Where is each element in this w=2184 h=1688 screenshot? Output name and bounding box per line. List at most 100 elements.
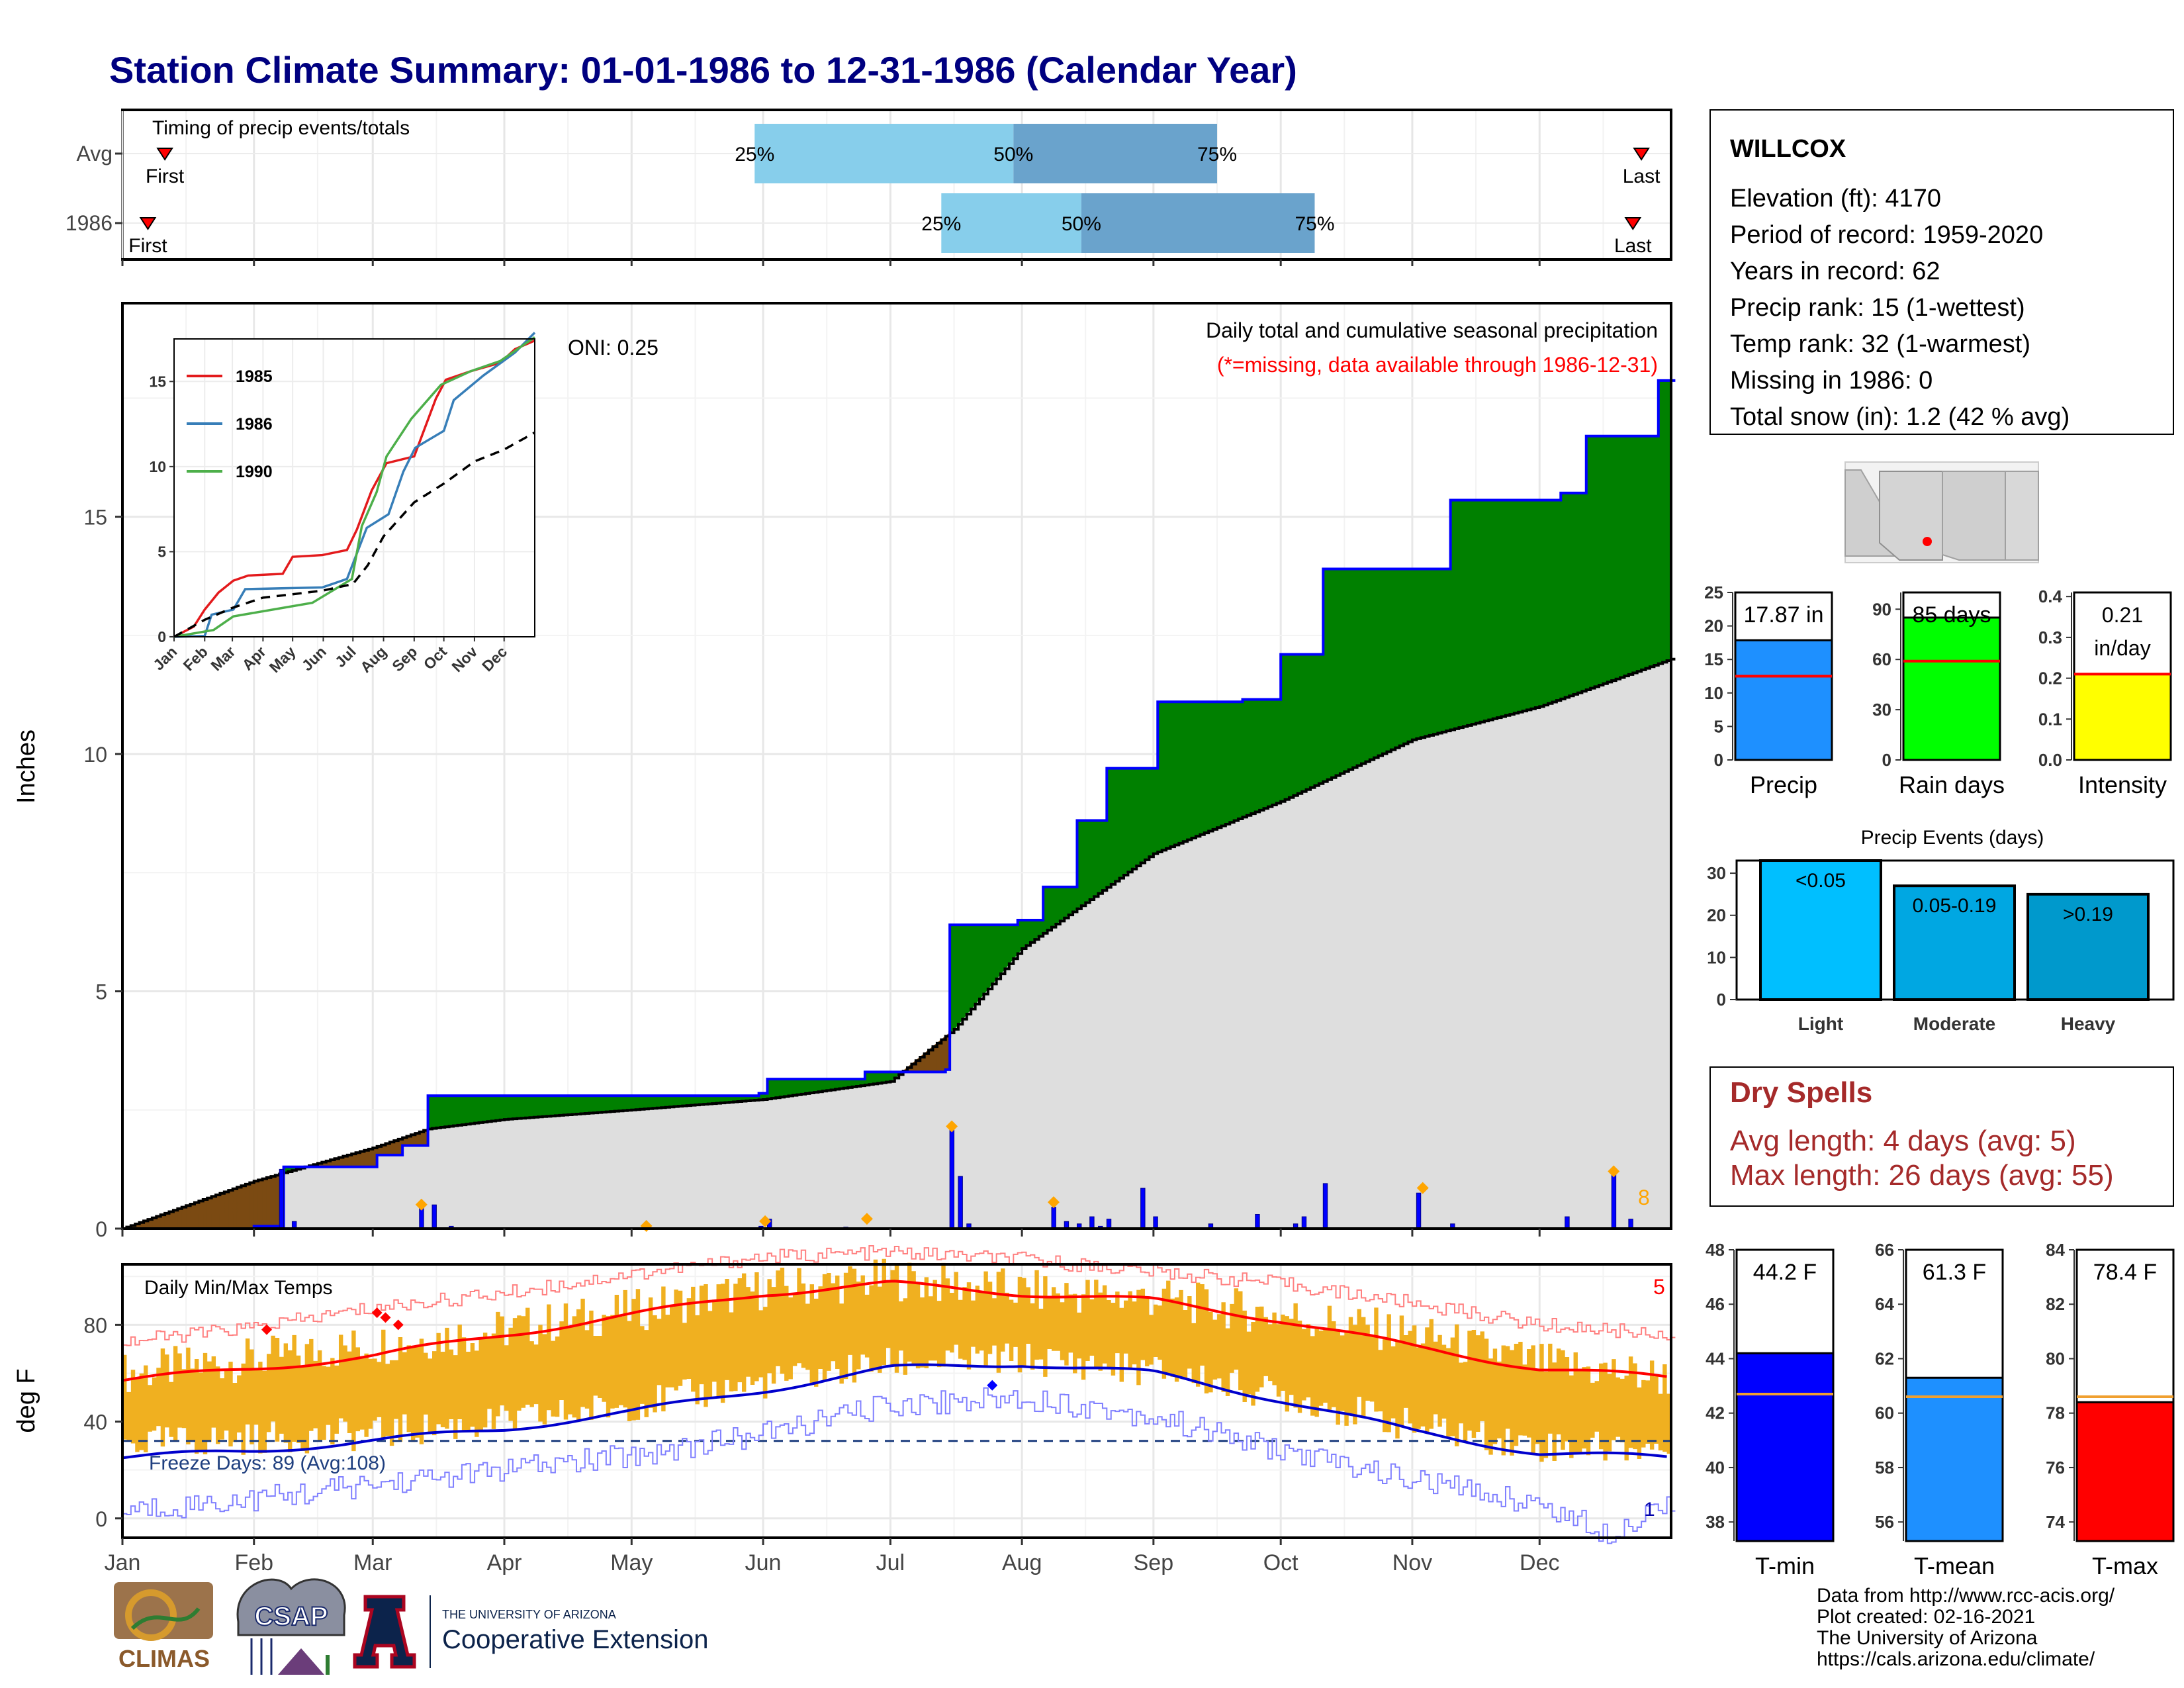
summary-bar-value: 85 days bbox=[1912, 602, 1991, 628]
summary-bar-tick-label: 0.0 bbox=[2038, 750, 2062, 770]
daily-record-marker bbox=[1416, 1182, 1429, 1194]
month-label: Feb bbox=[234, 1550, 273, 1575]
inset-y-tick-label: 5 bbox=[158, 543, 166, 560]
quartile-label-75: 75% bbox=[1197, 144, 1237, 165]
summary-bar-tick-label: 66 bbox=[1875, 1240, 1894, 1260]
summary-bar-tick-label: 25 bbox=[1704, 583, 1723, 602]
month-label: Jul bbox=[876, 1550, 905, 1575]
summary-bar-intensity bbox=[2073, 673, 2172, 761]
station-info-box: WILLCOX Elevation (ft): 4170 Period of r… bbox=[1709, 109, 2174, 435]
quartile-bar-25-50 bbox=[754, 124, 1014, 183]
precip-y-tick-label: 15 bbox=[83, 506, 107, 530]
summary-bar-tick-label: 0 bbox=[1714, 750, 1723, 770]
daily-precip-bar bbox=[1301, 1216, 1307, 1229]
record-high-marker bbox=[392, 1319, 404, 1331]
inset-average-line bbox=[173, 431, 535, 638]
summary-bar-tick-label: 0 bbox=[1882, 750, 1891, 770]
summary-bar-tick-label: 60 bbox=[1875, 1403, 1894, 1423]
precip-panel-title: Daily total and cumulative seasonal prec… bbox=[1206, 318, 1658, 342]
month-label: Mar bbox=[353, 1550, 392, 1575]
cumulative-1986-line bbox=[122, 379, 1676, 1230]
summary-bar-tick-label: 48 bbox=[1706, 1240, 1725, 1260]
timing-row-label: 1986 bbox=[66, 211, 113, 235]
credit-institution: The University of Arizona bbox=[1817, 1627, 2038, 1649]
inset-legend-label: 1990 bbox=[236, 463, 273, 481]
summary-bar-tick-label: 0.4 bbox=[2038, 586, 2063, 606]
summary-bar-tick-label: 0.2 bbox=[2038, 669, 2062, 688]
summary-bar-rain-days bbox=[1902, 616, 2001, 761]
precip-events-title: Precip Events (days) bbox=[1861, 827, 2044, 849]
station-name: WILLCOX bbox=[1730, 135, 1846, 163]
summary-bar-tick-label: 84 bbox=[2046, 1240, 2065, 1260]
events-category-label: Heavy bbox=[2061, 1013, 2116, 1034]
month-label: Apr bbox=[487, 1550, 522, 1575]
quartile-label-75: 75% bbox=[1295, 213, 1334, 235]
summary-bar-category: Intensity bbox=[2078, 771, 2167, 798]
summary-bar-tick-label: 0.3 bbox=[2038, 628, 2062, 647]
temps-y-tick-label: 0 bbox=[95, 1507, 107, 1531]
inset-y-tick-label: 0 bbox=[158, 628, 166, 645]
quartile-bar-25-50 bbox=[941, 193, 1081, 253]
summary-bar-tick-label: 56 bbox=[1875, 1512, 1894, 1532]
summary-bar-value: 44.2 F bbox=[1753, 1260, 1817, 1285]
daily-precip-bar bbox=[1153, 1216, 1158, 1229]
summary-bar-tick-label: 64 bbox=[1875, 1294, 1894, 1314]
daily-precip-bar bbox=[1322, 1183, 1328, 1229]
events-bar-moderate bbox=[1893, 884, 2016, 1001]
record-high-marker bbox=[261, 1324, 272, 1335]
first-event-marker bbox=[156, 148, 173, 161]
summary-bar-tick-label: 62 bbox=[1875, 1348, 1894, 1368]
daily-precip-bar bbox=[1416, 1192, 1422, 1229]
dry-spells-box: Dry Spells Avg length: 4 days (avg: 5) M… bbox=[1709, 1066, 2174, 1207]
daily-precip-bar bbox=[432, 1204, 437, 1229]
quartile-label-25: 25% bbox=[735, 144, 774, 165]
temps-y-axis-label: deg F bbox=[13, 1368, 40, 1432]
record-low-line bbox=[122, 1387, 1676, 1544]
dry-spells-max: Max length: 26 days (avg: 55) bbox=[1730, 1159, 2114, 1192]
daily-precip-bar bbox=[1628, 1219, 1633, 1229]
events-category-label: Light bbox=[1798, 1013, 1843, 1034]
quartile-bar-50-75 bbox=[1081, 193, 1315, 253]
daily-record-marker bbox=[1608, 1165, 1620, 1178]
temps-panel-title: Daily Min/Max Temps bbox=[144, 1277, 333, 1299]
summary-bar-t-min bbox=[1735, 1352, 1835, 1542]
summary-bar-tick-label: 42 bbox=[1706, 1403, 1725, 1423]
average-cumulative-line bbox=[122, 657, 1676, 1230]
month-label: Oct bbox=[1263, 1550, 1298, 1575]
daily-precip-bar bbox=[1051, 1207, 1056, 1229]
daily-record-marker bbox=[759, 1215, 772, 1227]
summary-bar-tick-label: 58 bbox=[1875, 1458, 1894, 1477]
events-category-label: Moderate bbox=[1913, 1013, 1995, 1034]
summary-bar-tick-label: 38 bbox=[1706, 1512, 1725, 1532]
station-elevation: Elevation (ft): 4170 bbox=[1730, 185, 1941, 212]
summary-bar-tick-label: 60 bbox=[1872, 649, 1891, 669]
precip-summary-bars: 0 5 10 15 20 25 17.87 in Precip 0 30 60 90 85 days Ra… bbox=[1704, 583, 2172, 798]
daily-record-marker bbox=[946, 1120, 958, 1133]
summary-bar-category: Rain days bbox=[1899, 771, 2005, 798]
month-label: Nov bbox=[1392, 1550, 1432, 1575]
page-title: Station Climate Summary: 01-01-1986 to 1… bbox=[109, 49, 1297, 91]
temps-y-tick-label: 80 bbox=[83, 1313, 107, 1337]
summary-bar-category: T-min bbox=[1755, 1552, 1815, 1579]
summary-bar-value-unit: in/day bbox=[2094, 636, 2150, 660]
summary-bar-tick-label: 78 bbox=[2046, 1403, 2065, 1423]
summary-bar-tick-label: 5 bbox=[1714, 716, 1723, 736]
station-missing: Missing in 1986: 0 bbox=[1730, 367, 1933, 395]
normal-high-line bbox=[122, 1280, 1667, 1382]
month-label: Dec bbox=[1520, 1550, 1559, 1575]
daily-precip-bar bbox=[958, 1176, 963, 1229]
extreme-count-label: 8 bbox=[1638, 1186, 1650, 1209]
summary-bar-tick-label: 44 bbox=[1706, 1348, 1725, 1368]
events-y-tick-label: 0 bbox=[1717, 990, 1726, 1009]
events-bar-label: <0.05 bbox=[1796, 870, 1846, 892]
daily-precip-bar bbox=[1106, 1219, 1112, 1229]
precip-y-axis-label: Inches bbox=[13, 729, 40, 804]
freeze-days-label: Freeze Days: 89 (Avg:108) bbox=[149, 1452, 386, 1474]
normal-low-line bbox=[122, 1363, 1667, 1460]
dry-spells-avg: Avg length: 4 days (avg: 5) bbox=[1730, 1125, 2076, 1157]
summary-bar-t-mean bbox=[1905, 1376, 2004, 1542]
events-bar-heavy bbox=[2026, 892, 2150, 1001]
station-location-marker bbox=[1923, 537, 1932, 546]
summary-bar-tick-label: 74 bbox=[2046, 1512, 2065, 1532]
